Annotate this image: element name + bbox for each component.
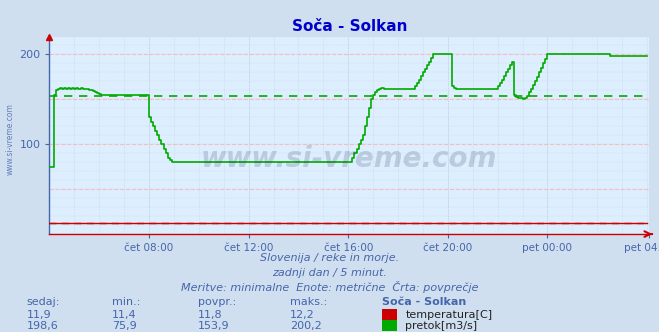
Text: zadnji dan / 5 minut.: zadnji dan / 5 minut. [272,268,387,278]
Text: min.:: min.: [112,297,140,307]
Text: Soča - Solkan: Soča - Solkan [382,297,467,307]
Text: 153,9: 153,9 [198,321,229,331]
Text: Meritve: minimalne  Enote: metrične  Črta: povprečje: Meritve: minimalne Enote: metrične Črta:… [181,282,478,293]
Text: Slovenija / reke in morje.: Slovenija / reke in morje. [260,253,399,263]
Text: 200,2: 200,2 [290,321,322,331]
Text: povpr.:: povpr.: [198,297,236,307]
Text: sedaj:: sedaj: [26,297,60,307]
Text: www.si-vreme.com: www.si-vreme.com [5,104,14,175]
Text: 11,4: 11,4 [112,310,136,320]
Title: Soča - Solkan: Soča - Solkan [291,19,407,34]
Text: 75,9: 75,9 [112,321,137,331]
Text: 12,2: 12,2 [290,310,315,320]
Text: 11,8: 11,8 [198,310,222,320]
Text: pretok[m3/s]: pretok[m3/s] [405,321,477,331]
Text: www.si-vreme.com: www.si-vreme.com [201,145,498,173]
Text: maks.:: maks.: [290,297,328,307]
Text: 11,9: 11,9 [26,310,51,320]
Text: temperatura[C]: temperatura[C] [405,310,492,320]
Text: 198,6: 198,6 [26,321,58,331]
